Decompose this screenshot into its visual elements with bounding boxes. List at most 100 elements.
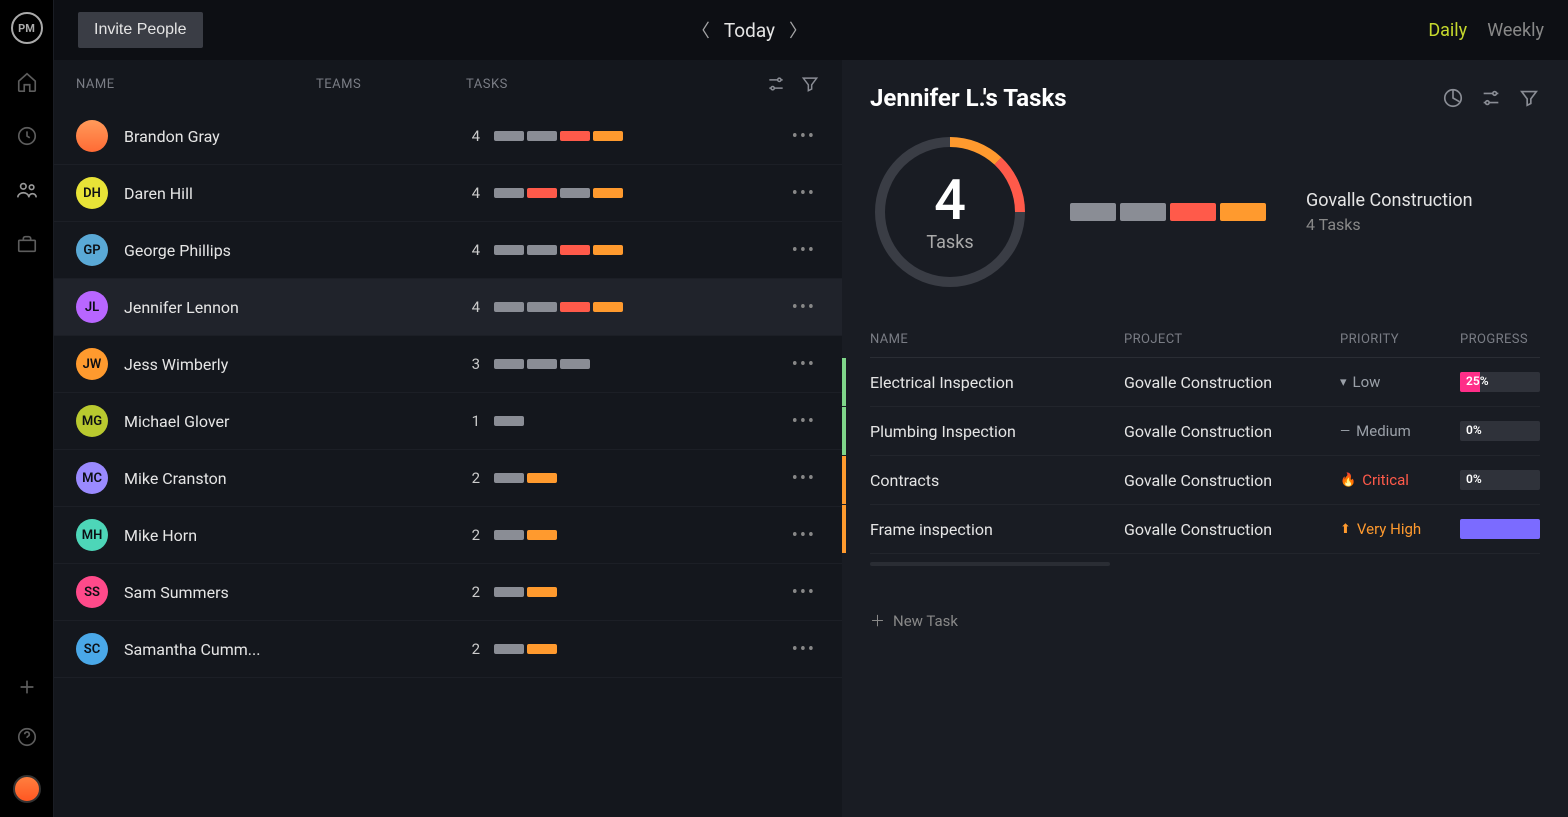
- col-name-header: NAME: [76, 77, 316, 92]
- task-col-name: NAME: [870, 332, 1124, 347]
- clock-icon[interactable]: [15, 124, 39, 148]
- new-task-button[interactable]: ＋ New Task: [870, 610, 1540, 631]
- filter-icon[interactable]: [800, 74, 820, 94]
- task-bars: [494, 245, 623, 255]
- task-ring-chart: 4 Tasks: [870, 132, 1030, 292]
- person-name: Mike Cranston: [124, 469, 316, 488]
- task-bars: [494, 530, 557, 540]
- person-row[interactable]: SSSam Summers2•••: [54, 564, 842, 621]
- task-project: Govalle Construction: [1124, 471, 1340, 490]
- task-count: 1: [466, 412, 480, 430]
- ring-label: Tasks: [926, 232, 973, 253]
- col-teams-header: TEAMS: [316, 77, 466, 92]
- task-project: Govalle Construction: [1124, 422, 1340, 441]
- person-row[interactable]: GPGeorge Phillips4•••: [54, 222, 842, 279]
- avatar: JL: [76, 291, 108, 323]
- row-more-button[interactable]: •••: [788, 183, 820, 204]
- settings-sliders-icon[interactable]: [1480, 87, 1502, 109]
- prev-day-button[interactable]: 〈: [692, 17, 710, 43]
- task-count: 4: [466, 298, 480, 316]
- task-row[interactable]: Frame inspectionGovalle Construction⬆Ver…: [870, 505, 1540, 554]
- person-row[interactable]: SC Samantha Cumm... 2 •••: [54, 621, 842, 678]
- task-priority: 🔥Critical: [1340, 471, 1460, 489]
- ring-count: 4: [934, 172, 966, 228]
- person-name: Brandon Gray: [124, 127, 316, 146]
- task-bars: [494, 473, 557, 483]
- view-daily[interactable]: Daily: [1428, 20, 1467, 41]
- avatar: DH: [76, 177, 108, 209]
- plus-icon[interactable]: [15, 675, 39, 699]
- row-more-button[interactable]: •••: [788, 126, 820, 147]
- people-icon[interactable]: [15, 178, 39, 202]
- summary-bars: [1070, 203, 1266, 221]
- task-edge-indicator: [842, 456, 846, 504]
- plus-icon: ＋: [870, 610, 885, 631]
- person-row[interactable]: Brandon Gray4•••: [54, 108, 842, 165]
- task-name: Electrical Inspection: [870, 373, 1124, 392]
- task-col-project: PROJECT: [1124, 332, 1340, 347]
- task-progress: [1460, 519, 1540, 539]
- person-name: Daren Hill: [124, 184, 316, 203]
- person-name: Michael Glover: [124, 412, 316, 431]
- row-more-button[interactable]: •••: [788, 525, 820, 546]
- avatar: SS: [76, 576, 108, 608]
- task-priority: ▾Low: [1340, 373, 1460, 391]
- avatar: SC: [76, 633, 108, 665]
- row-more-button[interactable]: •••: [788, 468, 820, 489]
- task-bars: [494, 359, 590, 369]
- person-row[interactable]: MHMike Horn2•••: [54, 507, 842, 564]
- avatar: MH: [76, 519, 108, 551]
- new-task-label: New Task: [893, 612, 958, 630]
- task-count: 2: [466, 469, 480, 487]
- task-row[interactable]: ContractsGovalle Construction🔥Critical0%: [870, 456, 1540, 505]
- invite-people-button[interactable]: Invite People: [78, 12, 203, 48]
- task-row[interactable]: Plumbing InspectionGovalle Construction—…: [870, 407, 1540, 456]
- current-user-avatar[interactable]: [13, 775, 41, 803]
- help-icon[interactable]: [15, 725, 39, 749]
- settings-sliders-icon[interactable]: [766, 74, 786, 94]
- briefcase-icon[interactable]: [15, 232, 39, 256]
- task-bars: [494, 131, 623, 141]
- filter-icon[interactable]: [1518, 87, 1540, 109]
- person-row[interactable]: DHDaren Hill4•••: [54, 165, 842, 222]
- task-progress: 25%: [1460, 372, 1540, 392]
- row-more-button[interactable]: •••: [788, 240, 820, 261]
- task-project: Govalle Construction: [1124, 520, 1340, 539]
- task-bars: [494, 644, 557, 654]
- row-more-button[interactable]: •••: [788, 411, 820, 432]
- view-weekly[interactable]: Weekly: [1487, 20, 1544, 41]
- person-name: Sam Summers: [124, 583, 316, 602]
- person-row[interactable]: JWJess Wimberly3•••: [54, 336, 842, 393]
- task-col-priority: PRIORITY: [1340, 332, 1460, 347]
- horizontal-scrollbar[interactable]: [870, 562, 1110, 566]
- person-row[interactable]: MGMichael Glover1•••: [54, 393, 842, 450]
- task-count: 2: [466, 640, 480, 658]
- task-col-progress: PROGRESS: [1460, 332, 1540, 347]
- brand-logo[interactable]: PM: [11, 12, 43, 44]
- people-panel: NAME TEAMS TASKS Brandon Gray4•••DHDaren…: [54, 60, 842, 817]
- home-icon[interactable]: [15, 70, 39, 94]
- task-edge-indicator: [842, 505, 846, 553]
- task-progress: 0%: [1460, 470, 1540, 490]
- person-row[interactable]: JL Jennifer Lennon 4 •••: [54, 279, 842, 336]
- task-bars: [494, 587, 557, 597]
- task-name: Contracts: [870, 471, 1124, 490]
- person-name: Samantha Cumm...: [124, 640, 316, 659]
- task-count: 3: [466, 355, 480, 373]
- task-progress: 0%: [1460, 421, 1540, 441]
- task-bars: [494, 416, 524, 426]
- row-more-button[interactable]: •••: [788, 297, 820, 318]
- col-tasks-header: TASKS: [466, 77, 766, 92]
- next-day-button[interactable]: 〉: [789, 17, 807, 43]
- person-row[interactable]: MC Mike Cranston 2 •••: [54, 450, 842, 507]
- task-project: Govalle Construction: [1124, 373, 1340, 392]
- task-name: Frame inspection: [870, 520, 1124, 539]
- avatar: MC: [76, 462, 108, 494]
- row-more-button[interactable]: •••: [788, 354, 820, 375]
- avatar: GP: [76, 234, 108, 266]
- pie-chart-icon[interactable]: [1442, 87, 1464, 109]
- person-name: Jennifer Lennon: [124, 298, 316, 317]
- row-more-button[interactable]: •••: [788, 582, 820, 603]
- task-row[interactable]: Electrical InspectionGovalle Constructio…: [870, 358, 1540, 407]
- row-more-button[interactable]: •••: [788, 639, 820, 660]
